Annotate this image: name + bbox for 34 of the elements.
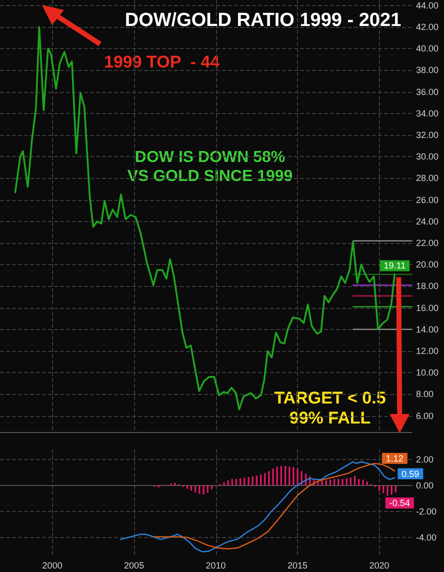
- x-tick-label: 2020: [369, 560, 390, 570]
- y-tick-label: 34.00: [416, 108, 439, 118]
- y-tick-label: 28.00: [416, 173, 439, 184]
- y-tick-label: 26.00: [416, 194, 439, 205]
- y-tick-label: 20.00: [416, 260, 439, 270]
- y-tick-label: 44.00: [416, 0, 439, 10]
- y-tick-label: 0.00: [416, 480, 434, 490]
- y-tick-label: 8.00: [416, 389, 434, 400]
- y-tick-label: 32.00: [416, 130, 439, 140]
- y-tick-label: 14.00: [416, 324, 439, 334]
- y-tick-label: 30.00: [416, 152, 439, 162]
- y-tick-label: 10.00: [416, 368, 439, 378]
- y-tick-label: 24.00: [416, 216, 439, 226]
- y-tick-label: 18.00: [416, 281, 439, 292]
- x-tick-label: 2005: [124, 560, 144, 570]
- y-tick-label: -4.00: [416, 532, 437, 542]
- y-tick-label: 22.00: [416, 238, 439, 248]
- y-tick-label: 38.00: [416, 65, 439, 76]
- data-label: -0.54: [389, 498, 410, 508]
- y-tick-label: 42.00: [416, 22, 439, 32]
- data-label: 19.11: [384, 260, 406, 271]
- y-tick-label: 12.00: [416, 346, 439, 356]
- x-tick-label: 2000: [42, 560, 62, 570]
- x-tick-label: 2015: [288, 560, 308, 570]
- data-label: 1.12: [386, 453, 404, 464]
- x-tick-label: 2010: [206, 560, 226, 570]
- y-tick-label: 40.00: [416, 44, 439, 54]
- y-tick-label: 16.00: [416, 302, 439, 313]
- text: DOW/GOLD RATIO 1999 - 2021: [124, 10, 402, 31]
- data-label: 0.59: [402, 468, 420, 479]
- y-tick-label: -2.00: [416, 506, 437, 516]
- y-tick-label: 6.00: [416, 410, 434, 421]
- y-tick-label: 2.00: [416, 454, 434, 464]
- y-tick-label: 36.00: [416, 86, 439, 97]
